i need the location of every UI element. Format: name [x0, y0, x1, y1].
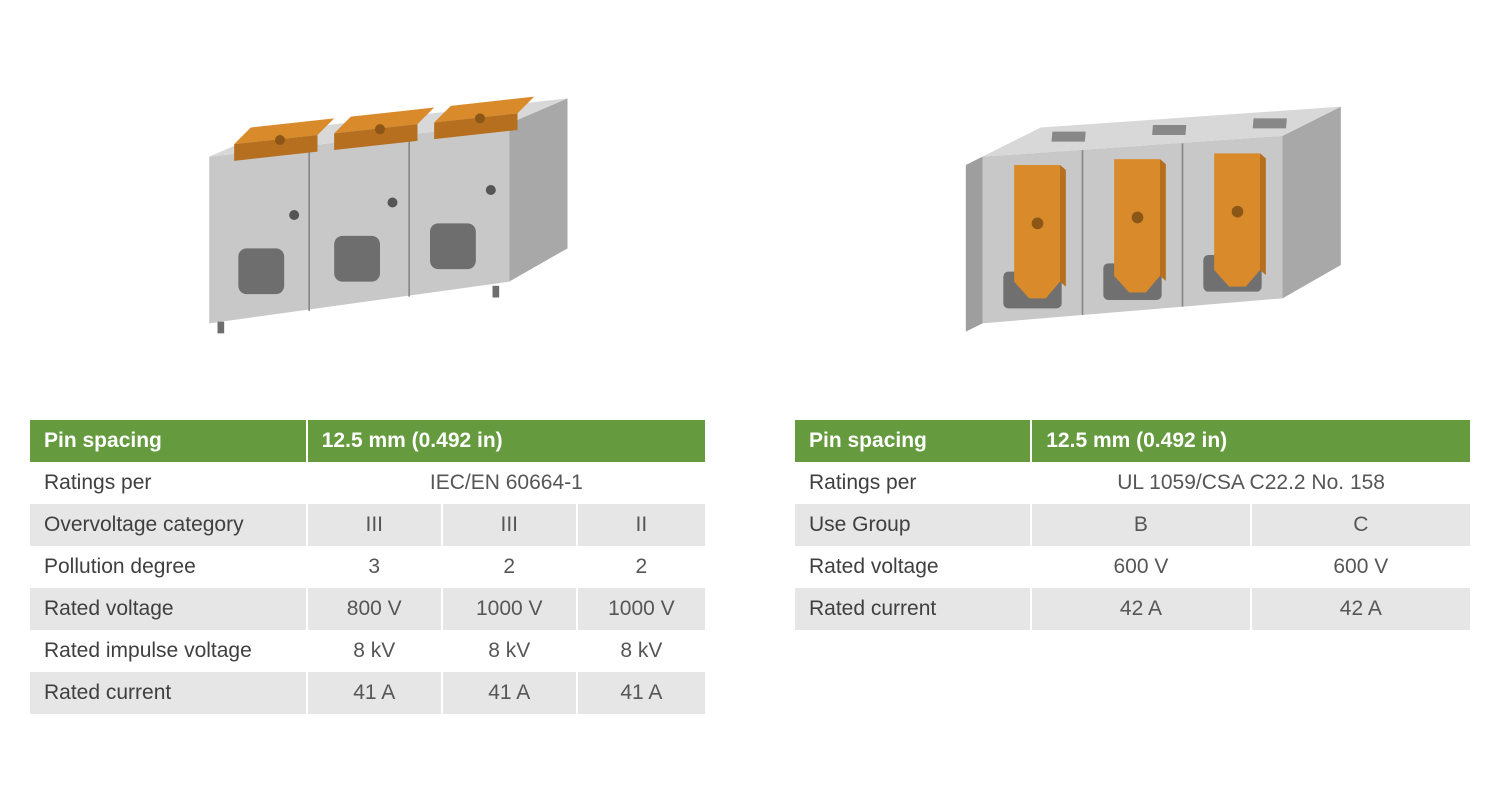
table-row: Rated voltage 800 V 1000 V 1000 V — [30, 588, 705, 630]
right-product-svg — [795, 40, 1470, 390]
right-product-image — [795, 40, 1470, 390]
row-val: 41 A — [577, 672, 705, 714]
right-ratings-label: Ratings per — [795, 462, 1031, 504]
row-label: Rated current — [30, 672, 307, 714]
table-row: Rated impulse voltage 8 kV 8 kV 8 kV — [30, 630, 705, 672]
row-val: 2 — [442, 546, 577, 588]
right-header-row: Pin spacing 12.5 mm (0.492 in) — [795, 420, 1470, 462]
row-val: 600 V — [1031, 546, 1250, 588]
row-val: III — [307, 504, 442, 546]
left-product-svg — [30, 40, 705, 390]
row-label: Overvoltage category — [30, 504, 307, 546]
right-ratings-row: Ratings per UL 1059/CSA C22.2 No. 158 — [795, 462, 1470, 504]
table-row: Overvoltage category III III II — [30, 504, 705, 546]
left-product-image — [30, 40, 705, 390]
row-val: 8 kV — [577, 630, 705, 672]
row-label: Rated voltage — [795, 546, 1031, 588]
row-val: 42 A — [1031, 588, 1250, 630]
table-row: Rated current 42 A 42 A — [795, 588, 1470, 630]
row-val: 1000 V — [577, 588, 705, 630]
row-val: 3 — [307, 546, 442, 588]
right-spec-table: Pin spacing 12.5 mm (0.492 in) Ratings p… — [795, 420, 1470, 630]
table-row: Pollution degree 3 2 2 — [30, 546, 705, 588]
row-val: 41 A — [307, 672, 442, 714]
row-val: C — [1251, 504, 1470, 546]
row-label: Use Group — [795, 504, 1031, 546]
right-header-value: 12.5 mm (0.492 in) — [1031, 420, 1470, 462]
row-val: B — [1031, 504, 1250, 546]
left-ratings-value: IEC/EN 60664-1 — [307, 462, 705, 504]
table-row: Rated current 41 A 41 A 41 A — [30, 672, 705, 714]
row-val: 2 — [577, 546, 705, 588]
row-val: II — [577, 504, 705, 546]
page-root: Pin spacing 12.5 mm (0.492 in) Ratings p… — [0, 0, 1500, 744]
row-val: III — [442, 504, 577, 546]
row-label: Rated impulse voltage — [30, 630, 307, 672]
left-header-value: 12.5 mm (0.492 in) — [307, 420, 705, 462]
table-row: Use Group B C — [795, 504, 1470, 546]
table-row: Rated voltage 600 V 600 V — [795, 546, 1470, 588]
left-header-row: Pin spacing 12.5 mm (0.492 in) — [30, 420, 705, 462]
left-ratings-row: Ratings per IEC/EN 60664-1 — [30, 462, 705, 504]
right-ratings-value: UL 1059/CSA C22.2 No. 158 — [1031, 462, 1470, 504]
row-label: Rated current — [795, 588, 1031, 630]
row-val: 1000 V — [442, 588, 577, 630]
right-column: Pin spacing 12.5 mm (0.492 in) Ratings p… — [795, 40, 1470, 714]
left-spec-table: Pin spacing 12.5 mm (0.492 in) Ratings p… — [30, 420, 705, 714]
right-header-label: Pin spacing — [795, 420, 1031, 462]
left-header-label: Pin spacing — [30, 420, 307, 462]
row-label: Pollution degree — [30, 546, 307, 588]
row-val: 42 A — [1251, 588, 1470, 630]
row-val: 8 kV — [442, 630, 577, 672]
row-val: 41 A — [442, 672, 577, 714]
row-val: 800 V — [307, 588, 442, 630]
row-label: Rated voltage — [30, 588, 307, 630]
left-column: Pin spacing 12.5 mm (0.492 in) Ratings p… — [30, 40, 705, 714]
row-val: 600 V — [1251, 546, 1470, 588]
left-ratings-label: Ratings per — [30, 462, 307, 504]
row-val: 8 kV — [307, 630, 442, 672]
